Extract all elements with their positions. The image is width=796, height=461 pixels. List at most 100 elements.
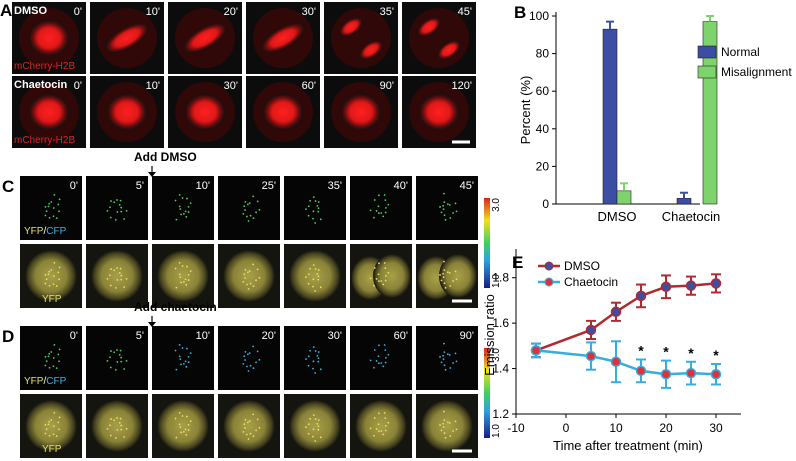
kinetochore xyxy=(312,264,315,267)
kinetochore xyxy=(454,420,457,423)
kinetochore xyxy=(443,214,446,217)
kinetochore xyxy=(314,290,317,292)
kinetochore xyxy=(247,220,250,222)
kinetochore xyxy=(449,217,452,219)
kinetochore xyxy=(442,204,445,207)
kinetochore xyxy=(449,285,452,287)
kinetochore xyxy=(256,418,259,421)
chromosomes xyxy=(29,94,69,130)
kinetochore xyxy=(57,203,60,206)
kinetochore xyxy=(384,349,387,352)
kinetochore xyxy=(319,436,322,439)
kinetochore xyxy=(312,285,314,288)
series-line xyxy=(535,282,717,352)
kinetochore xyxy=(44,205,47,208)
kinetochore xyxy=(307,214,310,217)
x-tick-label: 0 xyxy=(563,421,570,435)
point xyxy=(585,350,597,362)
kinetochore xyxy=(249,432,252,435)
kinetochore xyxy=(52,215,55,218)
kinetochore xyxy=(312,435,314,438)
kinetochore xyxy=(242,362,245,365)
kinetochore xyxy=(384,361,387,364)
kinetochore xyxy=(44,432,47,435)
kinetochore xyxy=(258,276,261,279)
kinetochore xyxy=(114,368,117,371)
kinetochore xyxy=(383,262,386,264)
cell xyxy=(25,250,77,302)
kinetochore xyxy=(439,356,441,358)
kinetochore xyxy=(316,422,319,425)
kinetochore xyxy=(246,283,248,286)
micrograph xyxy=(152,326,214,390)
kinetochore xyxy=(53,261,56,264)
kinetochore xyxy=(178,423,181,426)
cell xyxy=(91,400,143,452)
kinetochore xyxy=(377,205,380,208)
x-tick-label: 20 xyxy=(659,421,673,435)
condition-label: Chaetocin xyxy=(14,79,67,91)
kinetochore xyxy=(448,354,451,356)
cell xyxy=(289,400,341,452)
kinetochore xyxy=(247,370,250,372)
significance-marker: * xyxy=(713,347,719,363)
kinetochore xyxy=(58,210,60,213)
point xyxy=(610,306,622,318)
micrograph xyxy=(350,326,412,390)
kinetochore xyxy=(246,353,249,356)
kinetochore xyxy=(113,201,116,204)
kinetochore xyxy=(305,276,307,279)
micrograph xyxy=(20,176,82,240)
kinetochore xyxy=(449,367,452,369)
kinetochore xyxy=(305,358,307,361)
kinetochore xyxy=(442,426,445,429)
y-tick-label: 1.2 xyxy=(492,407,509,421)
kinetochore xyxy=(449,435,452,437)
time-label: 35' xyxy=(380,6,394,18)
legend-swatch xyxy=(697,45,717,59)
kinetochore xyxy=(109,424,111,427)
kinetochore xyxy=(375,360,378,362)
kinetochore xyxy=(178,261,181,264)
kinetochore xyxy=(373,199,376,201)
legend-label: Chaetocin xyxy=(564,275,618,289)
legend-marker xyxy=(544,261,554,271)
kinetochore xyxy=(319,368,322,371)
x-tick-label: DMSO xyxy=(598,209,637,224)
kinetochore xyxy=(174,349,177,352)
kinetochore xyxy=(378,280,380,283)
kinetochore xyxy=(175,368,178,371)
kinetochore xyxy=(307,355,310,358)
kinetochore xyxy=(307,364,310,367)
kinetochore xyxy=(312,278,315,281)
bar xyxy=(676,198,692,205)
chromosomes xyxy=(185,94,225,130)
kinetochore xyxy=(58,278,60,281)
kinetochore xyxy=(380,362,383,364)
kinetochore xyxy=(384,211,387,214)
kinetochore xyxy=(373,417,376,419)
kinetochore xyxy=(178,205,181,208)
kinetochore xyxy=(307,282,310,285)
kinetochore xyxy=(258,208,261,211)
kinetochore xyxy=(375,428,378,430)
kinetochore xyxy=(369,277,372,280)
kinetochore xyxy=(242,212,245,215)
micrograph xyxy=(218,326,280,390)
time-label: 0' xyxy=(74,80,82,92)
kinetochore xyxy=(182,430,185,433)
kinetochore xyxy=(113,351,116,354)
kinetochore xyxy=(454,202,457,205)
kinetochore xyxy=(317,275,320,278)
kinetochore xyxy=(244,268,247,271)
kinetochore xyxy=(119,417,122,420)
kinetochore xyxy=(113,269,116,272)
kinetochore xyxy=(382,215,385,218)
chromosomes xyxy=(107,94,147,130)
bar xyxy=(616,190,632,205)
kinetochore xyxy=(244,277,246,279)
colorbar-label: 3.0 xyxy=(491,198,502,212)
kinetochore xyxy=(369,359,372,362)
kinetochore xyxy=(120,206,123,209)
micrograph xyxy=(284,176,346,240)
